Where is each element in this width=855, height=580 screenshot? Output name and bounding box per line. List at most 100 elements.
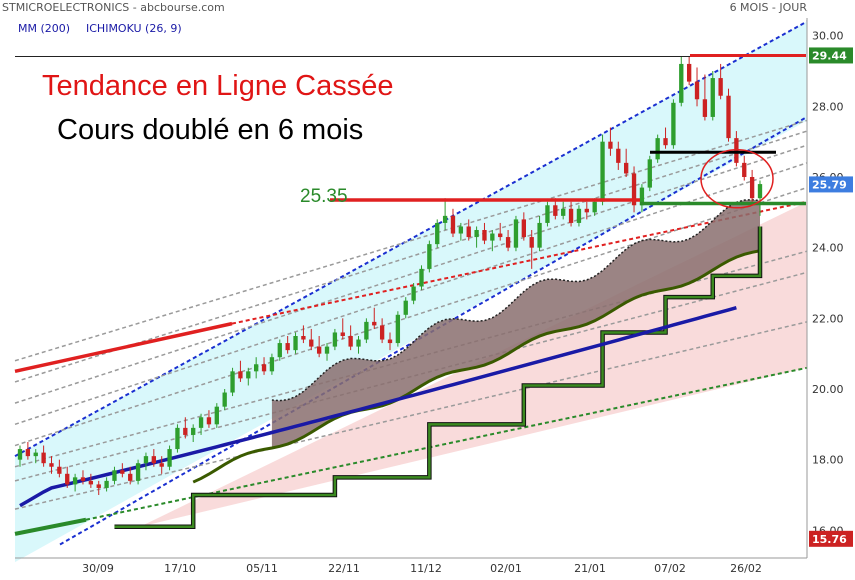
price-badge-label: 15.76	[812, 533, 847, 546]
candle-body	[458, 226, 464, 234]
price-badge-bg	[809, 530, 853, 547]
candle	[135, 459, 141, 485]
candle	[96, 480, 101, 495]
candle-body	[301, 336, 306, 340]
candle	[545, 201, 550, 227]
candle	[183, 417, 188, 439]
candle-body	[576, 208, 582, 223]
candle	[749, 169, 755, 202]
ichimoku-cloud	[114, 198, 763, 530]
chart-period: 6 MOIS - JOUR	[729, 1, 807, 14]
price-levels	[15, 53, 806, 209]
candle-body	[175, 427, 180, 450]
candle	[120, 463, 125, 478]
candle	[631, 166, 637, 213]
chart-source-title: STMICROELECTRONICS - abcbourse.com	[2, 1, 225, 14]
candle-body	[600, 141, 605, 202]
candle	[647, 155, 652, 192]
candle	[348, 325, 353, 351]
candle-body	[112, 470, 117, 481]
price-badge: 25.79	[809, 176, 853, 193]
candle	[269, 353, 275, 375]
candle-body	[167, 449, 172, 467]
candle-body	[466, 226, 471, 238]
candle-body	[482, 230, 487, 241]
candle	[505, 230, 511, 252]
candle	[726, 88, 731, 142]
fan-line	[14, 119, 808, 362]
candle	[490, 230, 495, 252]
candle	[742, 155, 747, 181]
candle-body	[332, 332, 338, 347]
candle	[466, 219, 471, 241]
senkou-span-a	[271, 198, 761, 402]
candle	[718, 63, 723, 100]
candle	[702, 74, 708, 121]
candle	[88, 473, 94, 488]
candle	[757, 180, 763, 216]
candle	[427, 240, 432, 273]
candle-body	[726, 95, 731, 139]
candle	[403, 297, 408, 319]
cloud-area	[271, 199, 760, 448]
candle-body	[372, 321, 377, 326]
lower-trend-solid	[14, 517, 87, 536]
x-tick-label: 02/01	[490, 562, 522, 575]
candle	[356, 336, 361, 354]
candle-body	[128, 473, 133, 481]
candle-body	[608, 141, 613, 149]
candle	[25, 442, 31, 460]
candle	[41, 445, 46, 467]
price-badge-label: 29.44	[812, 49, 847, 62]
y-tick-label: 18.00	[812, 454, 844, 467]
candle-body	[584, 208, 589, 213]
candle-body	[206, 417, 212, 425]
x-tick-label: 11/12	[410, 562, 442, 575]
price-badge-label: 25.79	[812, 178, 847, 191]
axes: 16.0018.0020.0022.0024.0026.0028.0030.00…	[15, 18, 853, 575]
candle-body	[159, 463, 164, 467]
candle	[372, 307, 377, 329]
candle-body	[387, 339, 393, 344]
candle	[608, 127, 613, 156]
y-tick-label: 28.00	[812, 100, 844, 113]
candle	[277, 339, 282, 361]
candle	[65, 466, 70, 488]
candle	[17, 445, 23, 467]
y-tick-label: 22.00	[812, 312, 844, 325]
candle	[159, 456, 164, 474]
candle	[663, 127, 668, 149]
candle-body	[537, 222, 542, 248]
candle-body	[529, 237, 534, 248]
x-tick-label: 26/02	[730, 562, 762, 575]
candle-body	[316, 346, 322, 354]
candle-body	[198, 417, 204, 428]
candle	[419, 265, 424, 291]
x-tick-label: 05/11	[246, 562, 278, 575]
candle-body	[679, 63, 684, 103]
y-tick-label: 20.00	[812, 383, 844, 396]
candle-body	[749, 177, 755, 199]
candle-body	[647, 159, 652, 188]
candle	[293, 332, 298, 354]
y-tick-label: 24.00	[812, 242, 844, 255]
candle-body	[33, 452, 38, 457]
candle-body	[364, 321, 369, 340]
candle	[616, 141, 621, 170]
candle-body	[513, 219, 519, 248]
candle-body	[41, 452, 46, 464]
candle	[198, 413, 204, 435]
candle	[694, 67, 700, 107]
candle-body	[631, 173, 637, 206]
fan-line	[14, 250, 808, 468]
fan-line	[14, 162, 808, 426]
channel-upper-line	[14, 20, 808, 458]
candle-body	[57, 466, 62, 474]
candle	[686, 56, 692, 86]
candle	[624, 148, 629, 177]
candle-body	[655, 138, 660, 160]
candle-body	[324, 346, 330, 354]
candle	[230, 367, 235, 397]
price-badge-bg	[809, 47, 853, 64]
candle-body	[25, 449, 31, 457]
